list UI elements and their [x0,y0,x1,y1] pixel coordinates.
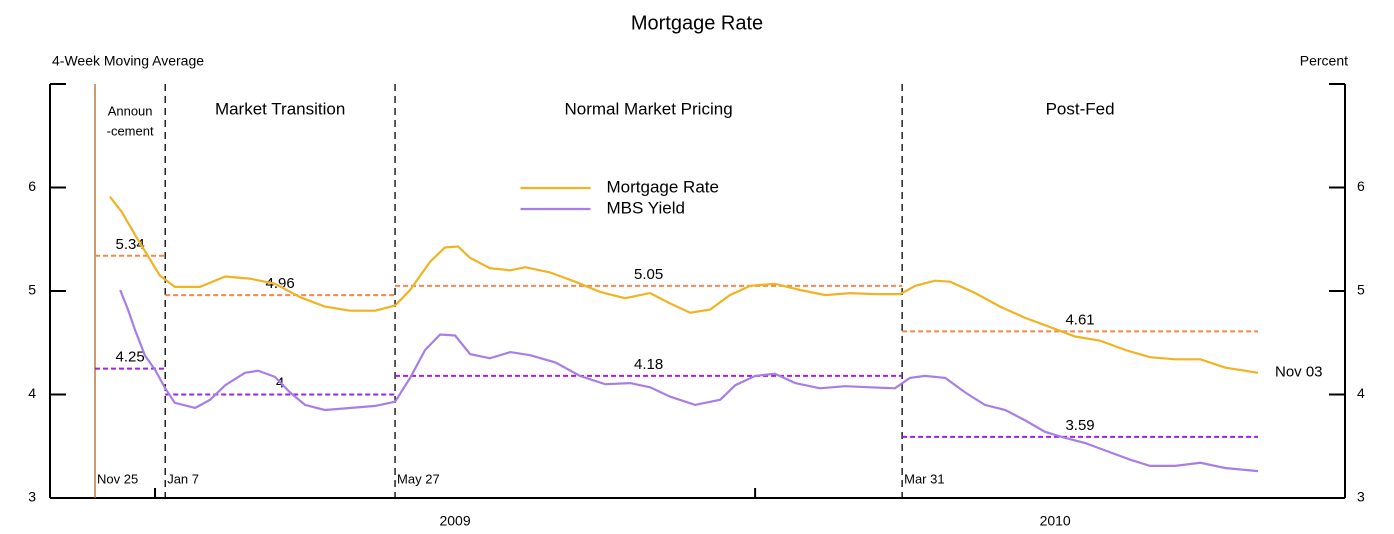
period-average-label: 4.96 [266,275,295,292]
y2-axis-label: Percent [1300,53,1348,69]
period-label: Announ [108,103,153,118]
period-label: -cement [107,123,154,138]
y2-tick-label: 6 [1357,178,1365,194]
legend-label: MBS Yield [607,198,685,217]
x-tick-label: 2010 [1040,513,1071,529]
x-tick-label: 2009 [439,513,470,529]
series-line [119,289,1259,473]
y-tick-label: 5 [28,282,36,298]
end-label: Nov 03 [1275,364,1323,381]
period-average-label: 5.05 [634,266,663,283]
y2-tick-label: 4 [1357,385,1365,401]
period-average-label: 3.59 [1065,417,1094,434]
event-label: May 27 [397,471,440,486]
period-average-label: 4.18 [634,356,663,373]
period-label: Market Transition [215,99,345,118]
chart-title: Mortgage Rate [631,12,763,34]
period-label: Normal Market Pricing [565,99,733,118]
event-label: Nov 25 [97,471,138,486]
y-tick-label: 6 [28,178,36,194]
y2-tick-label: 5 [1357,282,1365,298]
legend-label: Mortgage Rate [607,177,719,196]
y-tick-label: 4 [28,385,36,401]
period-average-label: 4.61 [1065,311,1094,328]
period-label: Post-Fed [1046,99,1115,118]
y-axis-label: 4-Week Moving Average [52,53,204,69]
y2-tick-label: 3 [1357,489,1365,505]
y-tick-label: 3 [28,489,36,505]
event-label: Jan 7 [167,471,199,486]
series-line [109,196,1259,374]
event-label: Mar 31 [904,471,944,486]
period-average-label: 4.25 [116,349,145,366]
